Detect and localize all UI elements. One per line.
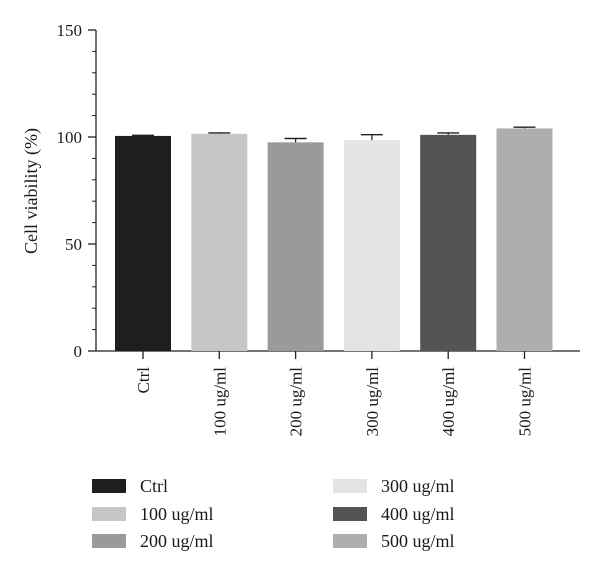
y-tick-label: 100 [57, 128, 83, 147]
x-tick-label: 200 ug/ml [287, 367, 306, 437]
y-tick-label: 0 [74, 342, 83, 361]
bar-5 [420, 134, 477, 351]
legend-item: 200 ug/ml [92, 531, 214, 551]
bar-6 [496, 128, 553, 351]
legend-item: 100 ug/ml [92, 504, 214, 524]
x-tick-label: Ctrl [134, 367, 153, 394]
legend-item: 300 ug/ml [333, 476, 455, 496]
legend-label: 200 ug/ml [140, 531, 214, 551]
legend-swatch [92, 507, 126, 521]
legend-label: 500 ug/ml [381, 531, 455, 551]
error-bars [132, 126, 536, 143]
legend-item: 400 ug/ml [333, 504, 455, 524]
legend-label: Ctrl [140, 476, 168, 496]
bar-2 [191, 133, 248, 351]
x-tick-label: 100 ug/ml [210, 367, 229, 437]
bar-3 [267, 142, 324, 351]
y-tick-label: 50 [65, 235, 82, 254]
legend-swatch [333, 534, 367, 548]
bar-4 [343, 140, 400, 351]
bars [115, 128, 553, 351]
x-tick-label: 500 ug/ml [516, 367, 535, 437]
legend-label: 400 ug/ml [381, 504, 455, 524]
x-tick-label: 300 ug/ml [363, 367, 382, 437]
y-axis-title: Cell viability (%) [21, 128, 42, 254]
legend: Ctrl 100 ug/ml 200 ug/ml 300 ug/ml 400 ug/ml… [92, 476, 455, 551]
x-tick-label: 400 ug/ml [439, 367, 458, 437]
y-tick-label: 150 [57, 21, 83, 40]
x-axis-ticks: Ctrl 100 ug/ml 200 ug/ml 300 ug/ml 400 ug/ml… [134, 351, 535, 436]
legend-swatch [333, 479, 367, 493]
legend-swatch [333, 507, 367, 521]
legend-label: 300 ug/ml [381, 476, 455, 496]
legend-swatch [92, 534, 126, 548]
legend-item: 500 ug/ml [333, 531, 455, 551]
legend-item: Ctrl [92, 476, 168, 496]
y-axis-ticks: 0 50 100 150 [57, 21, 96, 361]
legend-label: 100 ug/ml [140, 504, 214, 524]
legend-swatch [92, 479, 126, 493]
bar-1 [115, 135, 171, 351]
